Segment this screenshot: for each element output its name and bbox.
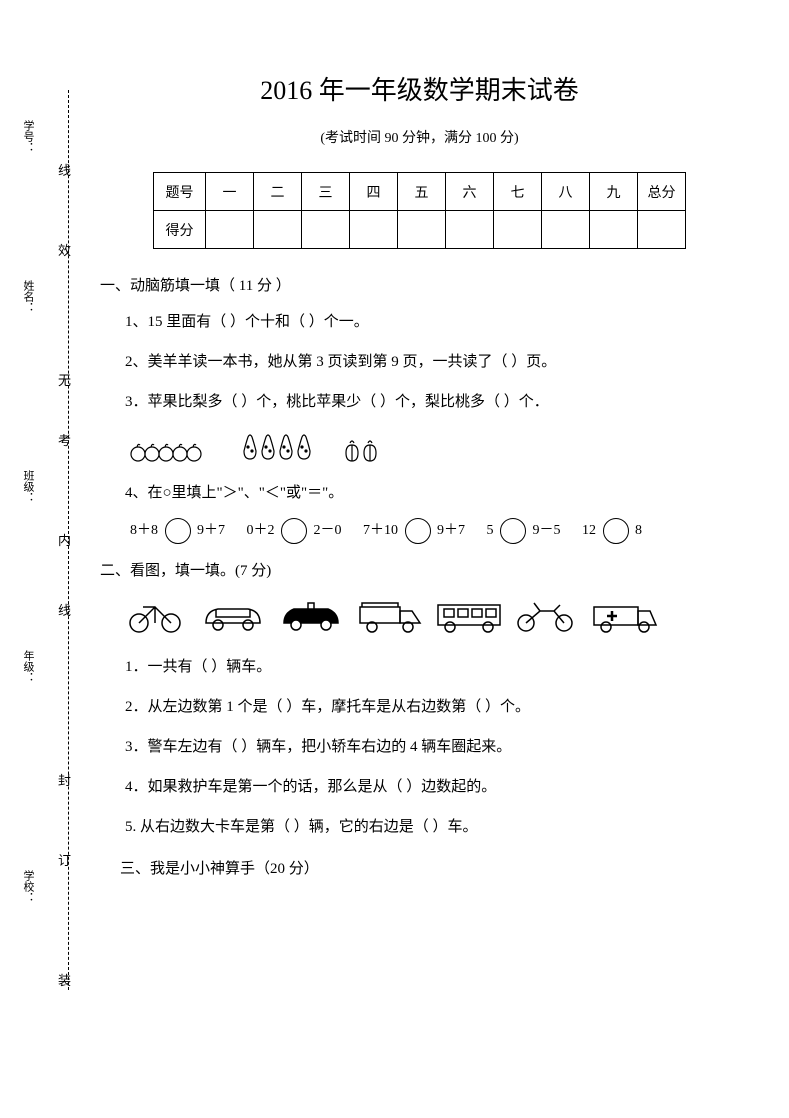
binding-char: 封	[58, 770, 71, 789]
question-2-4: 4．如果救护车是第一个的话，那么是从（ ）边数起的。	[125, 772, 739, 802]
binding-char: 考	[58, 430, 71, 449]
score-cell	[302, 211, 350, 249]
compare-right: 9＋7	[197, 523, 225, 538]
apples-icon	[130, 431, 210, 463]
question-1-2: 2、美羊羊读一本书，她从第 3 页读到第 9 页，一共读了（ ）页。	[125, 347, 739, 377]
question-1-3: 3．苹果比梨多（ ）个，桃比苹果少（ ）个，梨比桃多（ ）个．	[125, 387, 739, 417]
pears-group	[240, 427, 312, 463]
compare-left: 8＋8	[130, 523, 158, 538]
compare-item: 12 8	[582, 518, 642, 544]
truck-icon	[354, 592, 424, 637]
compare-item: 0＋2 2－0	[247, 518, 342, 544]
header-cell: 一	[206, 173, 254, 211]
question-2-5: 5. 从右边数大卡车是第（ ）辆，它的右边是（ ）车。	[125, 812, 739, 842]
compare-left: 7＋10	[363, 523, 398, 538]
compare-right: 8	[635, 523, 642, 538]
circle-blank	[500, 518, 526, 544]
score-cell	[494, 211, 542, 249]
compare-item: 8＋8 9＋7	[130, 518, 225, 544]
side-label-school: 学校：	[20, 870, 36, 903]
binding-char: 线	[58, 600, 71, 619]
header-cell: 四	[350, 173, 398, 211]
apples-group	[130, 431, 210, 463]
ambulance-icon	[588, 592, 658, 637]
question-1-4: 4、在○里填上"＞"、"＜"或"＝"。	[125, 478, 739, 508]
question-2-3: 3．警车左边有（ ）辆车，把小轿车右边的 4 辆车圈起来。	[125, 732, 739, 762]
score-table: 题号 一 二 三 四 五 六 七 八 九 总分 得分	[153, 172, 686, 249]
score-cell	[398, 211, 446, 249]
section-3-title: 三、我是小小神算手（20 分）	[120, 857, 739, 878]
circle-blank	[281, 518, 307, 544]
score-cell	[206, 211, 254, 249]
circle-blank	[165, 518, 191, 544]
compare-left: 5	[487, 523, 494, 538]
header-cell: 七	[494, 173, 542, 211]
comparison-row: 8＋8 9＋7 0＋2 2－0 7＋10 9＋7 5 9－5 12 8	[130, 518, 739, 544]
side-label-grade: 年级：	[20, 650, 36, 683]
binding-char: 效	[58, 240, 71, 259]
peaches-group	[342, 431, 382, 463]
question-2-2: 2．从左边数第 1 个是（ ）车，摩托车是从右边数第（ ）个。	[125, 692, 739, 722]
compare-right: 9＋7	[437, 523, 465, 538]
circle-blank	[405, 518, 431, 544]
compare-item: 5 9－5	[487, 518, 561, 544]
section-2-title: 二、看图，填一填。(7 分)	[100, 559, 739, 580]
header-cell: 二	[254, 173, 302, 211]
score-cell	[254, 211, 302, 249]
circle-blank	[603, 518, 629, 544]
score-cell	[542, 211, 590, 249]
question-1-1: 1、15 里面有（ ）个十和（ ）个一。	[125, 307, 739, 337]
score-cell	[350, 211, 398, 249]
vehicle-illustration	[120, 592, 739, 637]
binding-margin: 学号： 姓名： 班级： 年级： 学校： 线 效 无 考 内 线 封 订 装	[20, 90, 80, 990]
header-cell: 三	[302, 173, 350, 211]
bicycle-icon	[120, 592, 190, 637]
car-icon	[198, 592, 268, 637]
binding-char: 装	[58, 970, 71, 989]
peaches-icon	[342, 431, 382, 463]
police-car-icon	[276, 592, 346, 637]
page-title: 2016 年一年级数学期末试卷	[100, 70, 739, 107]
page-subtitle: (考试时间 90 分钟，满分 100 分)	[100, 127, 739, 147]
compare-right: 2－0	[314, 523, 342, 538]
section-1-title: 一、动脑筋填一填（ 11 分 ）	[100, 274, 739, 295]
score-cell	[590, 211, 638, 249]
bus-icon	[432, 592, 502, 637]
binding-char: 内	[58, 530, 71, 549]
compare-left: 0＋2	[247, 523, 275, 538]
compare-item: 7＋10 9＋7	[363, 518, 465, 544]
compare-left: 12	[582, 523, 596, 538]
header-cell: 总分	[638, 173, 686, 211]
header-cell: 九	[590, 173, 638, 211]
header-cell: 题号	[154, 173, 206, 211]
table-row: 得分	[154, 211, 686, 249]
question-2-1: 1．一共有（ ）辆车。	[125, 652, 739, 682]
pears-icon	[240, 427, 312, 463]
motorcycle-icon	[510, 592, 580, 637]
binding-char: 无	[58, 370, 71, 389]
header-cell: 五	[398, 173, 446, 211]
score-cell	[638, 211, 686, 249]
table-row: 题号 一 二 三 四 五 六 七 八 九 总分	[154, 173, 686, 211]
header-cell: 六	[446, 173, 494, 211]
header-cell: 八	[542, 173, 590, 211]
binding-char: 订	[58, 850, 71, 869]
side-label-class: 班级：	[20, 470, 36, 503]
side-label-name: 姓名：	[20, 280, 36, 313]
fruit-illustration	[130, 427, 739, 463]
binding-char: 线	[58, 160, 71, 179]
score-cell	[446, 211, 494, 249]
row-label-cell: 得分	[154, 211, 206, 249]
compare-right: 9－5	[533, 523, 561, 538]
side-label-student-id: 学号：	[20, 120, 36, 153]
